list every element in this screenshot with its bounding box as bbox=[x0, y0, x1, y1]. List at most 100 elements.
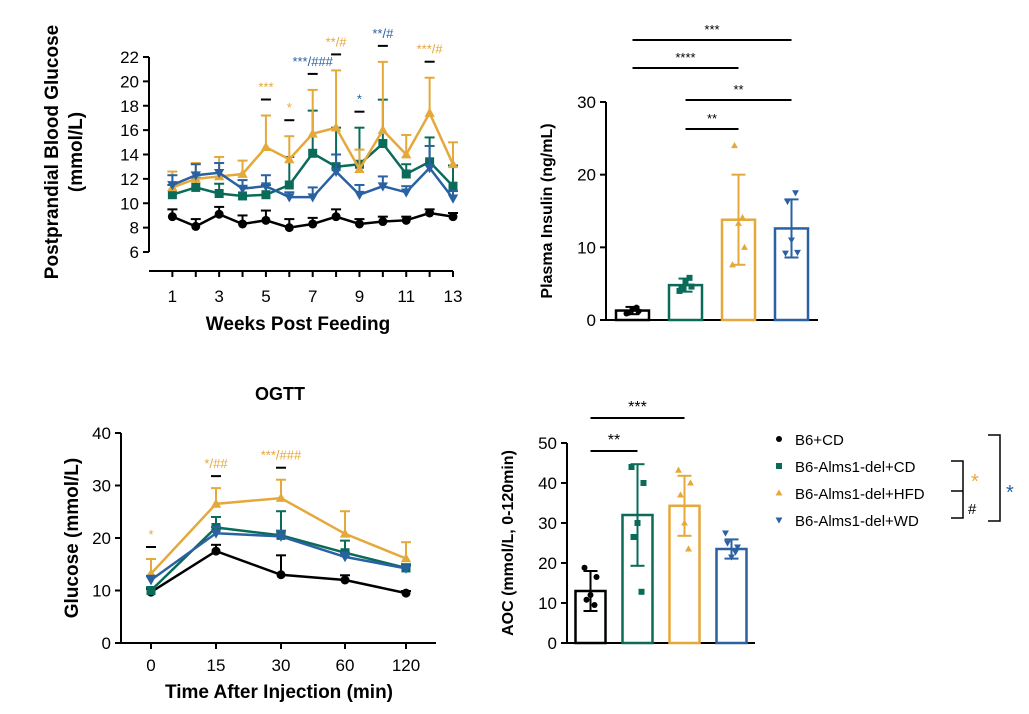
data-point bbox=[734, 544, 741, 551]
significance-label: */## bbox=[204, 456, 228, 471]
y-tick-label: 0 bbox=[548, 634, 557, 653]
data-point bbox=[354, 219, 364, 229]
data-point bbox=[681, 519, 688, 526]
bar-group-2 bbox=[720, 142, 757, 322]
ogtt-chart: OGTT 0 10 20 30 40 0 15 30 60 120 Time After Inject… bbox=[62, 384, 436, 703]
legend-bracket-inner bbox=[951, 460, 964, 519]
legend-marker bbox=[776, 463, 782, 469]
data-point bbox=[732, 549, 739, 556]
legend-bracket-outer bbox=[988, 434, 1001, 522]
y-tick-label: 12 bbox=[120, 170, 139, 189]
data-point bbox=[284, 193, 295, 203]
significance-label: ***/### bbox=[292, 54, 333, 69]
data-point bbox=[331, 212, 341, 222]
data-point bbox=[447, 158, 459, 169]
data-point bbox=[625, 309, 632, 316]
significance-label: ** bbox=[608, 432, 620, 449]
y-tick-label: 0 bbox=[102, 634, 111, 653]
series-0 bbox=[167, 205, 458, 233]
y-tick-label: 40 bbox=[92, 424, 111, 443]
bar-group-2 bbox=[668, 466, 701, 645]
data-point bbox=[401, 169, 411, 179]
legend-marker bbox=[775, 489, 783, 496]
significance-label: **/# bbox=[326, 34, 348, 49]
data-point bbox=[308, 219, 318, 229]
data-point bbox=[685, 545, 692, 552]
data-point bbox=[677, 491, 684, 498]
data-point bbox=[401, 149, 412, 159]
data-point bbox=[307, 193, 318, 203]
data-point bbox=[260, 182, 272, 192]
x-tick-label: 30 bbox=[272, 656, 291, 675]
series-3 bbox=[145, 525, 412, 586]
data-point bbox=[167, 190, 177, 200]
bar-group-3 bbox=[715, 530, 748, 645]
data-point bbox=[633, 304, 640, 311]
y-tick-label: 0 bbox=[587, 311, 596, 330]
data-point bbox=[211, 546, 221, 556]
data-point bbox=[330, 122, 342, 132]
y-tick-label: 20 bbox=[577, 166, 596, 185]
y-axis-title: AOC (mmol/L, 0-120min) bbox=[500, 450, 517, 636]
y-tick-label: 30 bbox=[577, 93, 596, 112]
data-point bbox=[628, 464, 635, 470]
data-point bbox=[400, 553, 412, 563]
data-point bbox=[640, 480, 647, 486]
significance-label: *** bbox=[704, 22, 719, 37]
y-tick-label: 8 bbox=[130, 219, 139, 238]
data-point bbox=[308, 148, 318, 158]
data-point bbox=[378, 217, 388, 227]
significance-label: * bbox=[287, 100, 292, 115]
data-point bbox=[284, 180, 294, 190]
data-point bbox=[378, 139, 388, 149]
y-tick-label: 20 bbox=[92, 529, 111, 548]
data-point bbox=[238, 219, 248, 229]
y-tick-label: 20 bbox=[538, 554, 557, 573]
data-point bbox=[190, 171, 201, 181]
data-point bbox=[794, 249, 801, 257]
x-tick-label: 60 bbox=[336, 656, 355, 675]
y-tick-label: 30 bbox=[92, 477, 111, 496]
data-point bbox=[735, 219, 742, 226]
data-point bbox=[214, 209, 224, 219]
x-tick-label: 1 bbox=[168, 287, 177, 306]
series-3 bbox=[167, 144, 459, 204]
data-point bbox=[792, 190, 799, 197]
data-point bbox=[213, 168, 225, 179]
data-point bbox=[146, 586, 156, 595]
significance-label: ** bbox=[707, 111, 717, 126]
significance-label: **** bbox=[675, 50, 695, 65]
data-point bbox=[401, 215, 411, 225]
data-point bbox=[686, 274, 693, 281]
significance-label: ** bbox=[733, 82, 743, 97]
data-point bbox=[729, 261, 736, 268]
legend-label: B6+CD bbox=[795, 432, 844, 449]
y-tick-label: 14 bbox=[120, 146, 139, 165]
data-point bbox=[377, 182, 389, 192]
legend-label: B6-Alms1-del+HFD bbox=[795, 486, 925, 503]
significance-label: ***/# bbox=[417, 42, 444, 57]
legend-bracket-star: * bbox=[971, 471, 979, 493]
x-tick-label: 15 bbox=[207, 656, 226, 675]
x-axis-title: Time After Injection (min) bbox=[165, 682, 393, 703]
data-point bbox=[210, 529, 222, 539]
data-point bbox=[354, 163, 365, 173]
x-tick-label: 5 bbox=[261, 287, 270, 306]
data-point bbox=[276, 570, 286, 580]
bar-group-3 bbox=[773, 190, 810, 322]
data-point bbox=[425, 208, 435, 218]
data-point bbox=[581, 564, 588, 571]
data-point bbox=[587, 592, 594, 598]
significance-label: *** bbox=[258, 80, 273, 95]
data-point bbox=[675, 466, 682, 473]
y-axis-title: Glucose (mmol/L) bbox=[62, 458, 83, 618]
data-point bbox=[731, 142, 738, 149]
significance-label: ***/### bbox=[261, 448, 302, 463]
data-point bbox=[238, 191, 248, 201]
data-point bbox=[678, 285, 685, 292]
data-point bbox=[284, 223, 294, 233]
data-point bbox=[330, 167, 342, 177]
x-axis-title: Weeks Post Feeding bbox=[206, 314, 390, 335]
